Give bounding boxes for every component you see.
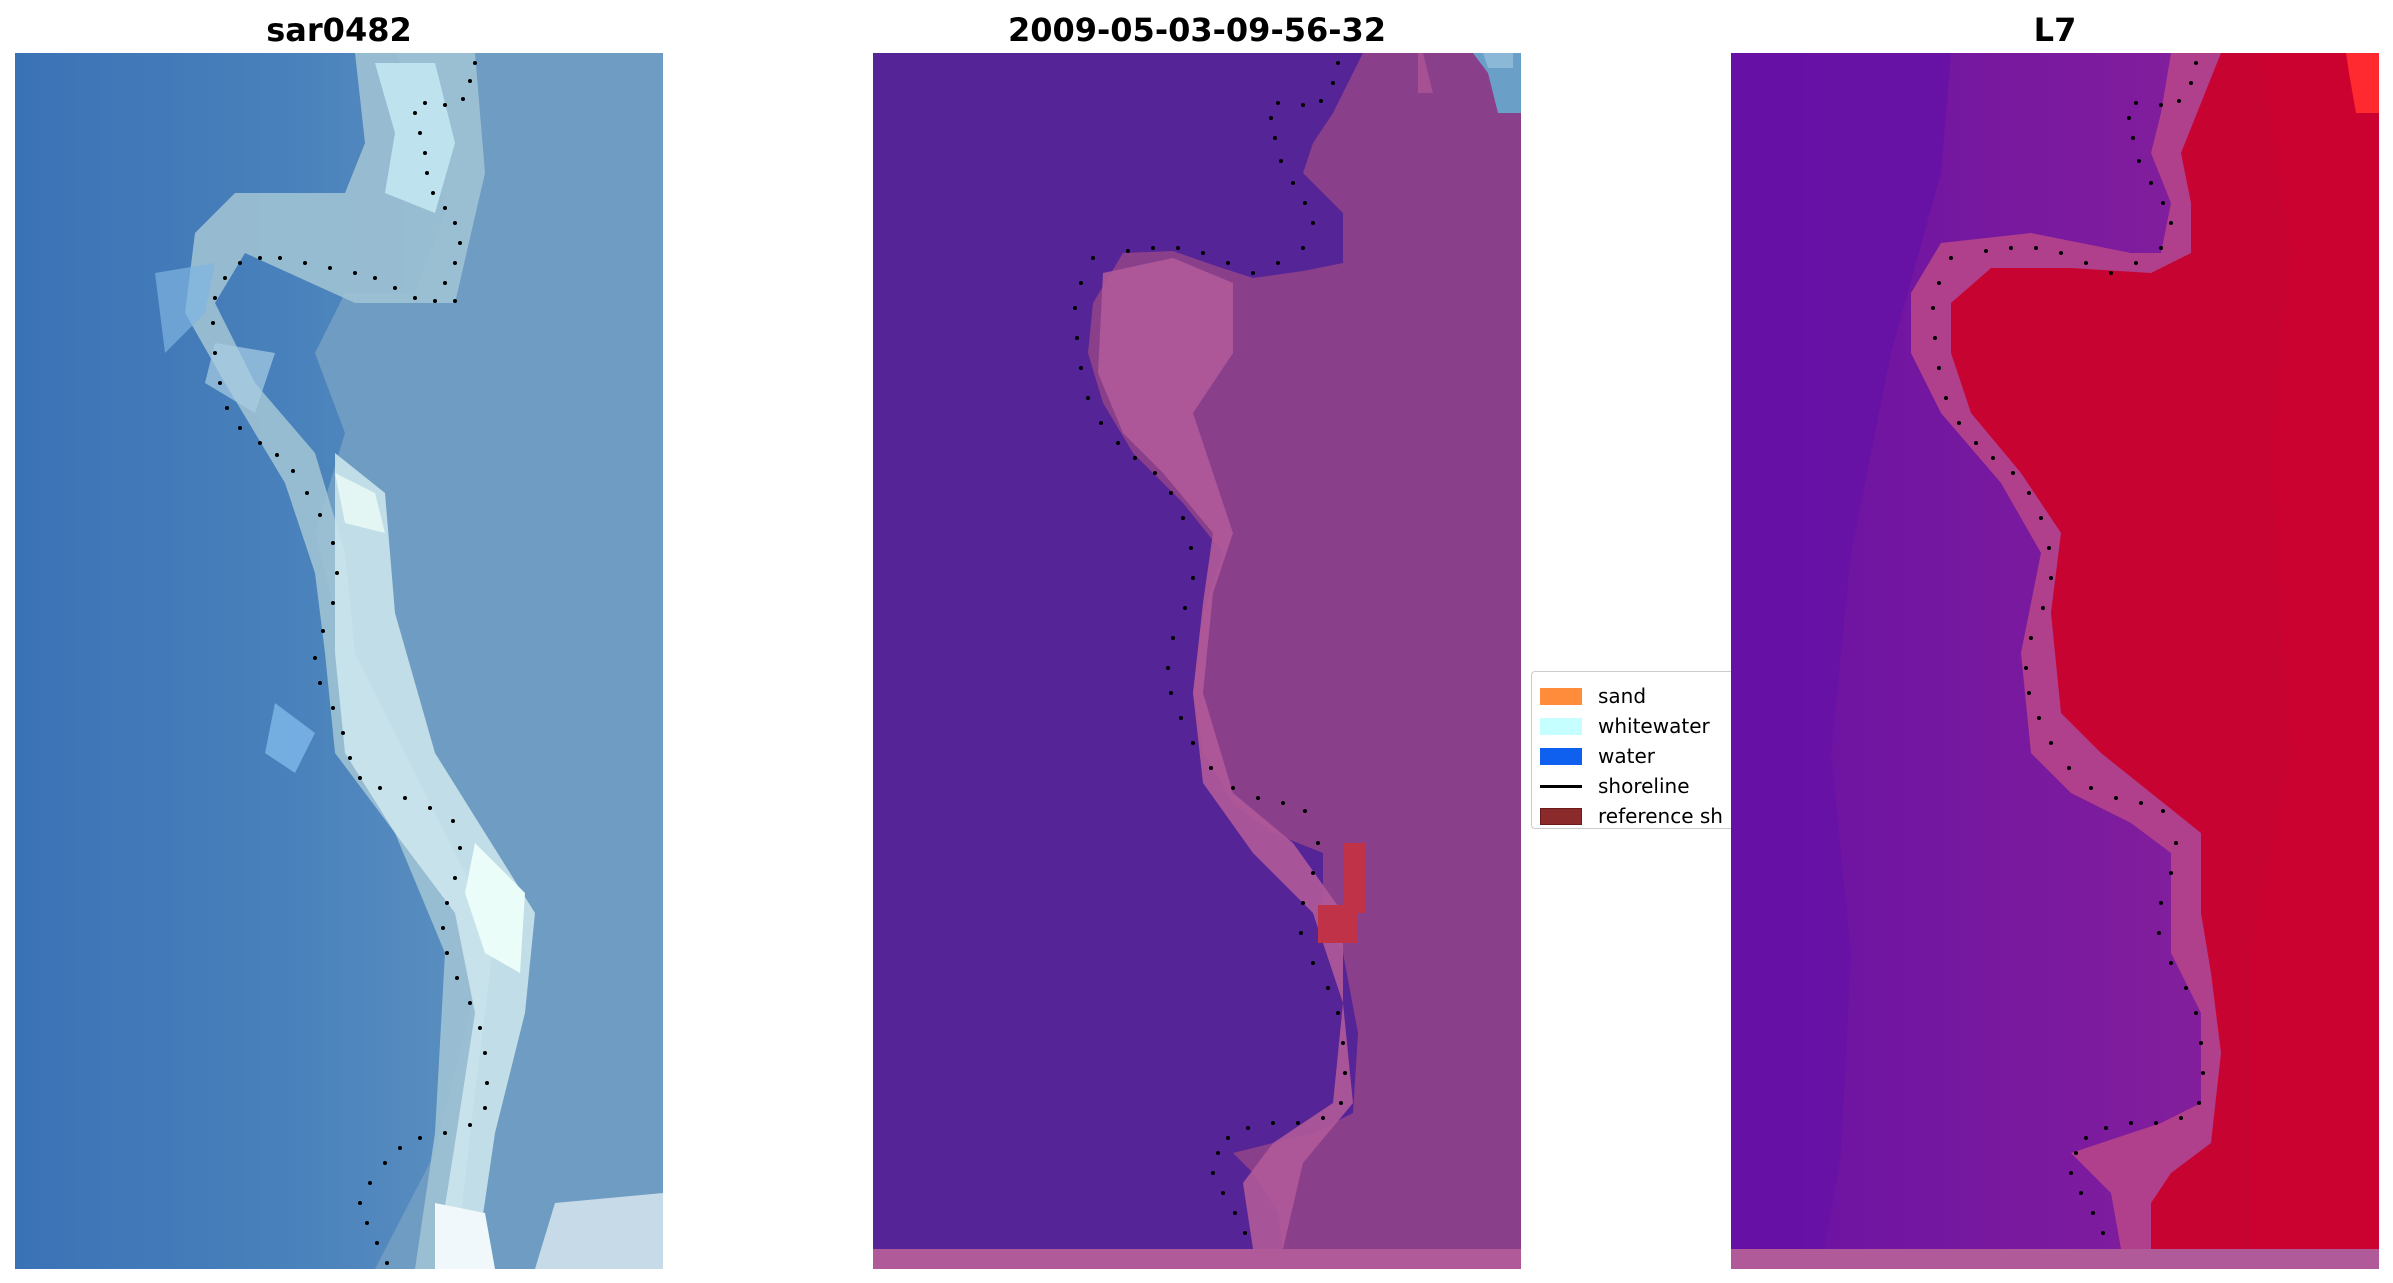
- title-rgb: sar0482: [266, 11, 412, 49]
- rgb-image-panel: [15, 53, 663, 1269]
- legend-item-shoreline: shoreline: [1540, 773, 1690, 799]
- legend-label-shoreline: shoreline: [1598, 774, 1690, 798]
- legend-label-water: water: [1598, 744, 1655, 768]
- legend-item-water: water: [1540, 743, 1655, 769]
- legend-label-sand: sand: [1598, 684, 1647, 708]
- legend-label-reference-shoreline: reference sh: [1598, 804, 1723, 828]
- classification-image: [873, 53, 1521, 1269]
- legend-item-whitewater: whitewater: [1540, 713, 1710, 739]
- classification-image-panel: [873, 53, 1521, 1269]
- rgb-image: [15, 53, 663, 1269]
- legend: sand whitewater water shoreline referenc…: [1531, 671, 1731, 829]
- mndwi-image-panel: [1731, 53, 2379, 1269]
- mndwi-shoreline: [1931, 61, 2205, 1235]
- classification-shoreline: [1073, 61, 1347, 1235]
- mndwi-image: [1731, 53, 2379, 1269]
- title-mndwi: L7: [2033, 11, 2077, 49]
- water-swatch: [1540, 747, 1582, 765]
- whitewater-swatch: [1540, 717, 1582, 735]
- shoreline-line-swatch: [1540, 784, 1582, 788]
- legend-label-whitewater: whitewater: [1598, 714, 1710, 738]
- legend-item-sand: sand: [1540, 683, 1646, 709]
- reference-shoreline-swatch: [1540, 807, 1582, 825]
- legend-item-reference-shoreline: reference sh: [1540, 803, 1723, 828]
- rgb-shoreline: [211, 61, 489, 1265]
- title-classification: 2009-05-03-09-56-32: [1007, 11, 1387, 49]
- sand-swatch: [1540, 687, 1582, 705]
